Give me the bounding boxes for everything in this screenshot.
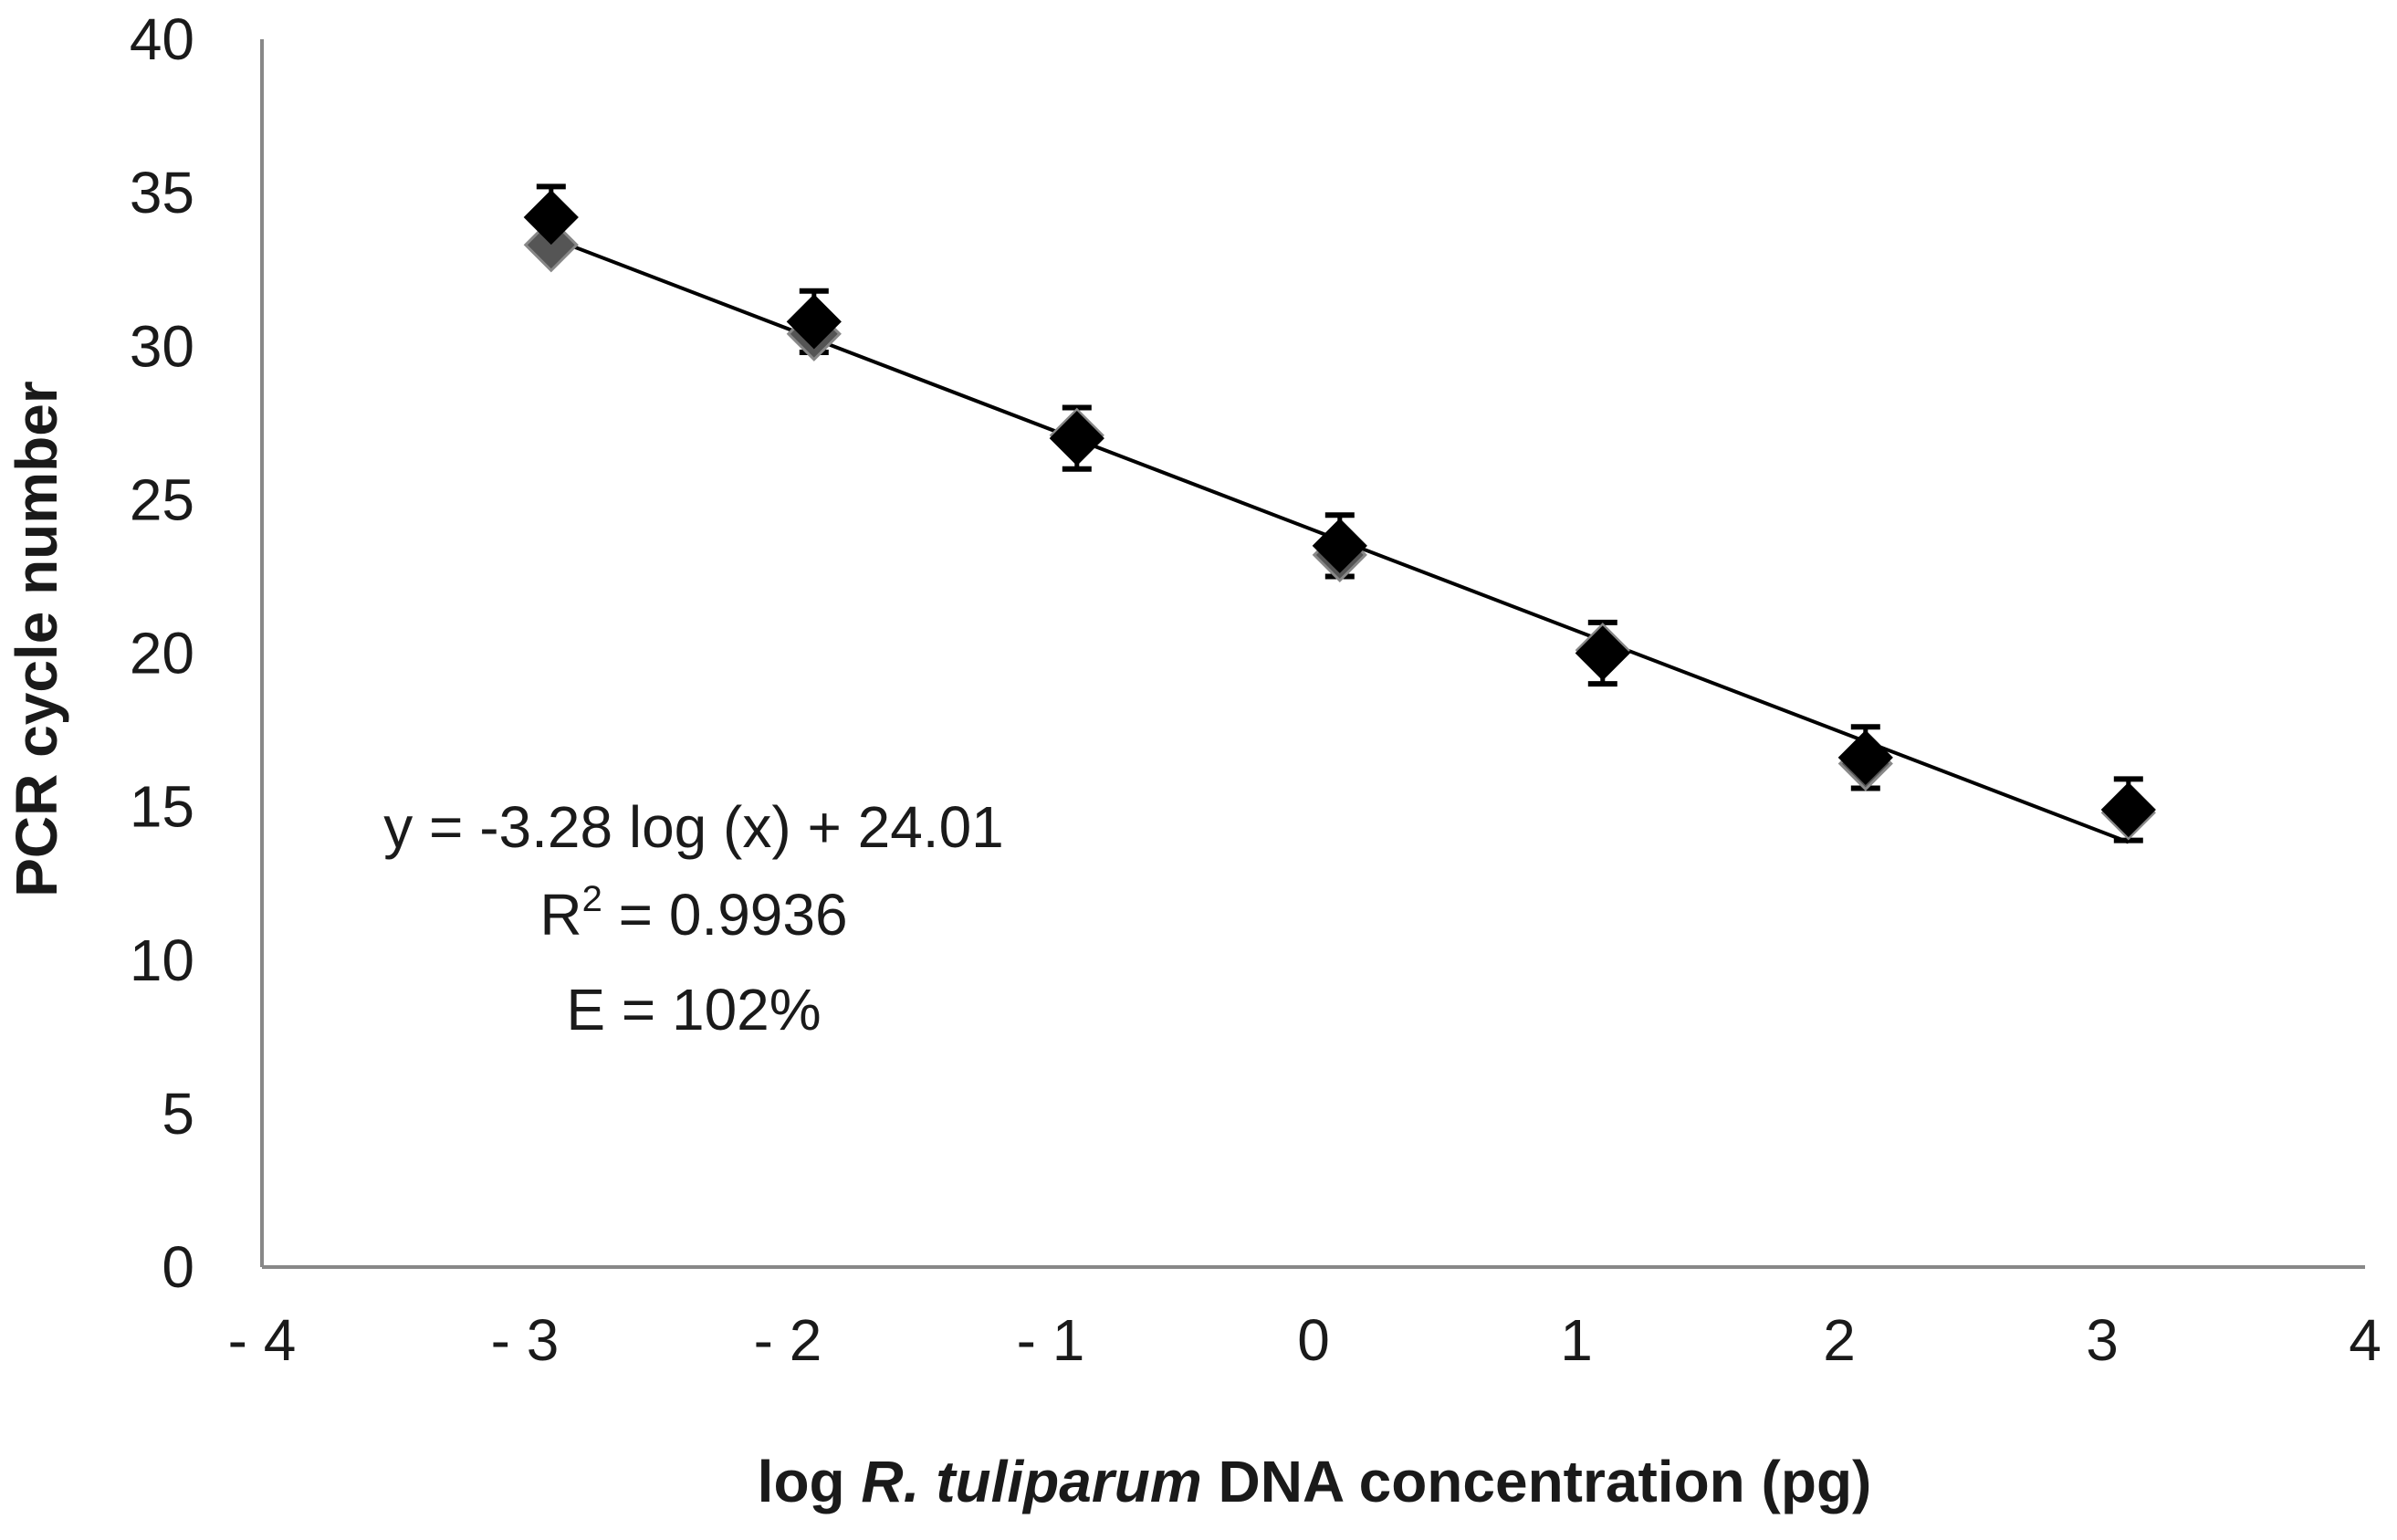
r-squared-prefix: R [539, 882, 581, 948]
data-point [523, 217, 579, 273]
y-tick-label: 15 [130, 774, 194, 840]
x-tick-label: - 1 [1017, 1307, 1085, 1373]
y-tick-label: 30 [130, 313, 194, 379]
data-point [1312, 518, 1367, 573]
data-point [2100, 781, 2156, 838]
x-axis-title: log R. tuliparum DNA concentration (pg) [758, 1449, 1872, 1514]
y-tick-labels: 0 5 10 15 20 25 30 35 40 [130, 6, 194, 1300]
y-tick-label: 25 [130, 466, 194, 532]
data-point [1575, 625, 1630, 681]
fit-annotation: y = -3.28 log (x) + 24.01 R2 = 0.9936 E … [383, 794, 1004, 1042]
regression-equation: y = -3.28 log (x) + 24.01 [383, 794, 1004, 860]
x-axis-title-part: DNA concentration (pg) [1202, 1449, 1872, 1514]
y-tick-label: 10 [130, 927, 194, 993]
data-points [523, 189, 2156, 841]
x-tick-label: 4 [2349, 1307, 2381, 1373]
x-axis-title-part: log [758, 1449, 862, 1514]
x-axis-title-part: R. tuliparum [861, 1449, 1201, 1514]
y-axis-title: PCR cycle number [4, 381, 69, 897]
y-tick-label: 35 [130, 160, 194, 225]
r-squared-value: = 0.9936 [602, 882, 848, 948]
error-bars [536, 183, 2143, 843]
data-point [1837, 729, 1893, 785]
x-tick-label: - 4 [228, 1307, 297, 1373]
x-tick-label: 0 [1297, 1307, 1330, 1373]
x-tick-label: - 3 [491, 1307, 560, 1373]
y-tick-label: 40 [130, 6, 194, 72]
x-tick-label: 1 [1560, 1307, 1593, 1373]
y-tick-label: 0 [162, 1234, 194, 1300]
data-point [786, 294, 842, 350]
efficiency: E = 102% [566, 977, 821, 1042]
y-tick-label: 5 [162, 1081, 194, 1147]
x-tick-label: 2 [1823, 1307, 1856, 1373]
data-point [1049, 411, 1104, 466]
axes [260, 39, 2365, 1269]
r-squared: R2 = 0.9936 [539, 879, 847, 948]
y-tick-label: 20 [130, 621, 194, 686]
r-squared-superscript: 2 [582, 879, 602, 919]
x-tick-labels: - 4 - 3 - 2 - 1 0 1 2 3 4 [228, 1307, 2381, 1373]
data-point [523, 189, 579, 246]
x-tick-label: 3 [2086, 1307, 2119, 1373]
x-tick-label: - 2 [754, 1307, 822, 1373]
